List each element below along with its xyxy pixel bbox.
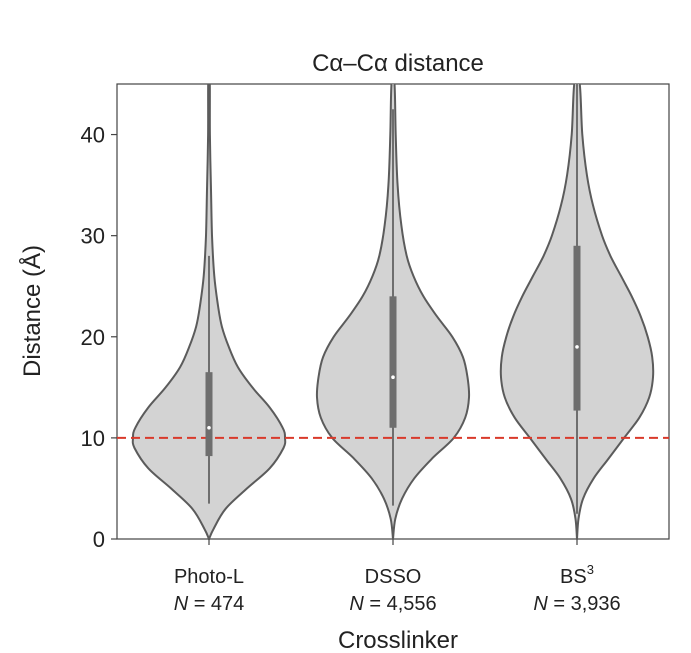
- iqr-box-bs: [573, 245, 581, 411]
- median-dot-dsso: [391, 375, 395, 380]
- y-tick-label: 40: [81, 123, 105, 148]
- y-axis: 0 10 20 30 40: [81, 123, 117, 552]
- sample-size-label: N = 4,556: [349, 593, 436, 615]
- x-tick-label-superscript: 3: [587, 562, 594, 577]
- sample-size-label: N = 474: [174, 593, 245, 615]
- x-tick-label: Photo-L: [174, 566, 244, 588]
- y-tick-label: 20: [81, 325, 105, 350]
- x-axis-label: Crosslinker: [338, 627, 458, 653]
- x-axis: Photo-L N = 474 DSSO N = 4,556 BS3 N = 3,936: [174, 539, 621, 615]
- iqr-box-dsso: [389, 296, 397, 428]
- x-tick-label: BS3: [560, 562, 594, 588]
- median-dot-photo-l: [207, 425, 211, 430]
- iqr-box-photo-l: [205, 372, 213, 457]
- x-tick-label: DSSO: [365, 566, 422, 588]
- sample-size-label: N = 3,936: [533, 593, 620, 615]
- boxes-layer: [205, 84, 581, 514]
- chart-title: Cα–Cα distance: [312, 50, 484, 77]
- y-tick-label: 10: [81, 426, 105, 451]
- y-tick-label: 0: [93, 527, 105, 552]
- median-dot-bs: [575, 345, 579, 349]
- y-axis-label: Distance (Å): [18, 245, 46, 377]
- y-tick-label: 30: [81, 224, 105, 249]
